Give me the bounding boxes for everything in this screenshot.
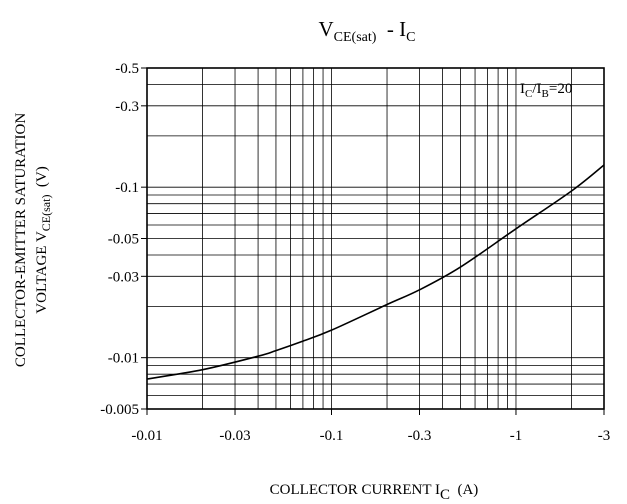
x-axis-label: COLLECTOR CURRENT IC (A) (270, 482, 479, 503)
tick-labels: -0.01 -0.03 -0.1 -0.3 -1 -3 -0.5 -0.3 -0.1 -0.05 -… (100, 61, 610, 444)
series-layer (146, 164, 605, 380)
x-tick-label: -0.1 (320, 428, 344, 444)
plot-area-frame (146, 67, 605, 410)
ic-ib-ratio-annotation: IC/IB=20 (520, 81, 572, 100)
x-tick-label: -0.01 (131, 428, 162, 444)
y-tick-label: -0.05 (108, 232, 139, 248)
x-tick-label: -0.03 (219, 428, 250, 444)
chart-title: VCE(sat) - IC (318, 17, 415, 45)
y-tick-label: -0.5 (115, 61, 139, 77)
vce-sat-curve (146, 164, 605, 380)
y-tick-label: -0.1 (115, 180, 139, 196)
grid-lines (147, 68, 604, 409)
y-tick-label: -0.3 (115, 99, 139, 115)
x-tick-label: -3 (598, 428, 611, 444)
y-axis-label-line2: VOLTAGE VCE(sat) (V) (34, 166, 53, 314)
y-tick-label: -0.005 (100, 402, 139, 418)
x-tick-label: -0.3 (408, 428, 432, 444)
x-tick-label: -1 (510, 428, 523, 444)
y-tick-label: -0.03 (108, 269, 139, 285)
y-axis-label-line1: COLLECTOR-EMITTER SATURATION (13, 113, 29, 367)
y-tick-label: -0.01 (108, 351, 139, 367)
